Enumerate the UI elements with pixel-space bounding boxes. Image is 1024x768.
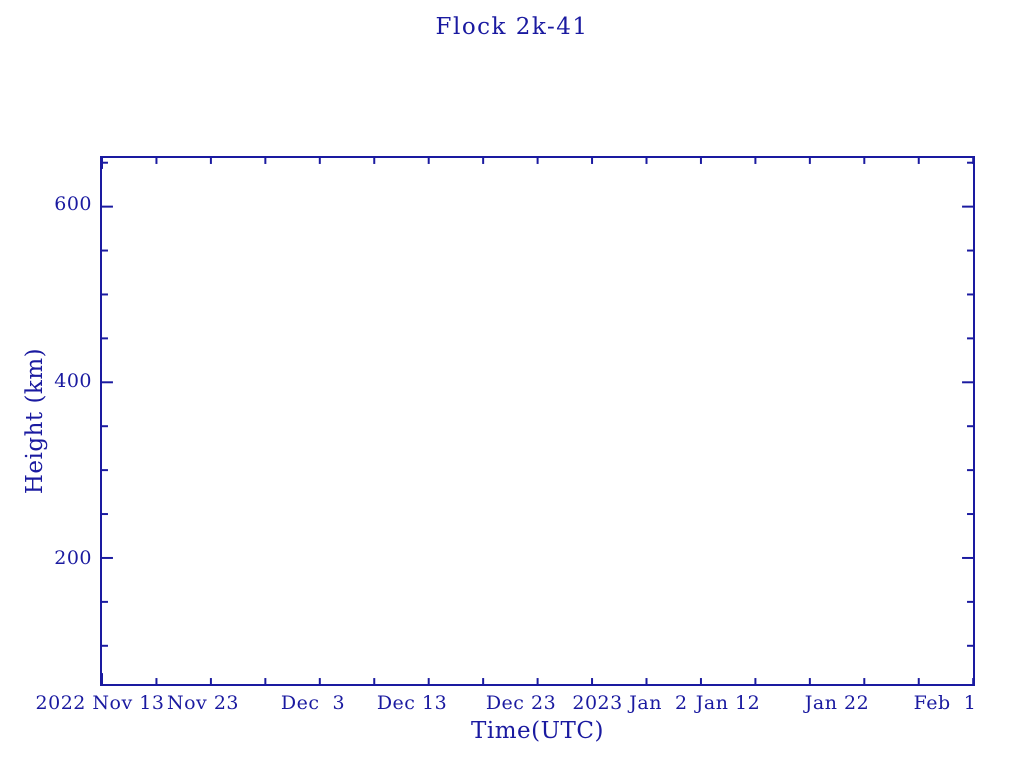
x-tick-label: Dec 13 — [376, 692, 448, 714]
plot-frame — [100, 156, 975, 686]
x-tick-label: Nov 23 — [166, 692, 240, 714]
x-tick-label: Dec 3 — [280, 692, 346, 714]
x-tick-label: 2023 Jan 2 — [572, 692, 688, 714]
y-axis-tick-labels: 200 400 600 — [18, 0, 92, 768]
x-axis-title: Time(UTC) — [471, 718, 604, 744]
x-tick-label: Jan 12 — [695, 692, 761, 714]
chart-title: Flock 2k-41 — [435, 14, 589, 40]
x-tick-label: Feb 1 — [913, 692, 977, 714]
x-tick-label: Dec 23 — [485, 692, 557, 714]
x-axis-tick-labels: 2022 Nov 13 Nov 23 Dec 3 Dec 13 Dec 23 2023 J… — [0, 692, 1024, 718]
y-tick-label: 200 — [54, 547, 92, 569]
x-tick-label: 2022 Nov 13 — [35, 692, 165, 714]
y-axis-title: Height (km) — [22, 347, 48, 495]
x-tick-label: Jan 22 — [804, 692, 870, 714]
axis-tick-layer — [101, 158, 975, 684]
y-tick-label: 600 — [54, 193, 92, 215]
y-tick-label: 400 — [54, 370, 92, 392]
